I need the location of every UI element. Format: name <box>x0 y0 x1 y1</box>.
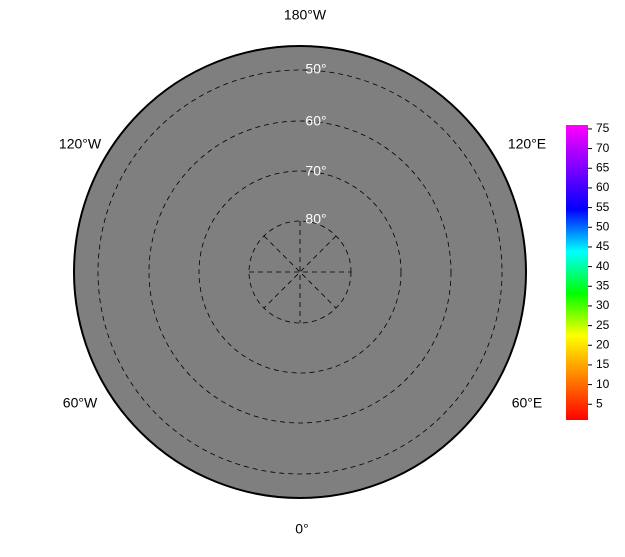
colorbar-tick-label: 60 <box>596 180 610 194</box>
colorbar-tick-label: 25 <box>596 318 610 332</box>
latitude-label: 50° <box>305 61 326 77</box>
colorbar-tick-label: 75 <box>596 121 610 135</box>
colorbar-tick-label: 15 <box>596 357 610 371</box>
colorbar-tick-label: 70 <box>596 141 610 155</box>
colorbar-tick-label: 30 <box>596 298 610 312</box>
longitude-label: 120°W <box>59 136 102 152</box>
colorbar-tick-label: 45 <box>596 239 610 253</box>
longitude-label: 60°W <box>63 395 98 411</box>
colorbar-tick-label: 10 <box>596 377 610 391</box>
longitude-label: 180°W <box>284 7 327 23</box>
latitude-label: 60° <box>305 113 326 129</box>
map-disk <box>73 45 527 499</box>
colorbar-tick-label: 50 <box>596 219 610 233</box>
longitude-label: 60°E <box>512 395 543 411</box>
latitude-label: 70° <box>305 163 326 179</box>
graticule <box>97 69 503 475</box>
colorbar-tick-label: 65 <box>596 160 610 174</box>
colorbar-tick-label: 5 <box>596 396 603 410</box>
latitude-label: 80° <box>305 211 326 227</box>
colorbar-tick-label: 40 <box>596 259 610 273</box>
longitude-label: 120°E <box>508 136 546 152</box>
longitude-label: 0° <box>295 521 308 537</box>
colorbar <box>566 125 588 420</box>
colorbar-tick-label: 35 <box>596 278 610 292</box>
colorbar-tick-label: 20 <box>596 337 610 351</box>
colorbar-tick-label: 55 <box>596 200 610 214</box>
